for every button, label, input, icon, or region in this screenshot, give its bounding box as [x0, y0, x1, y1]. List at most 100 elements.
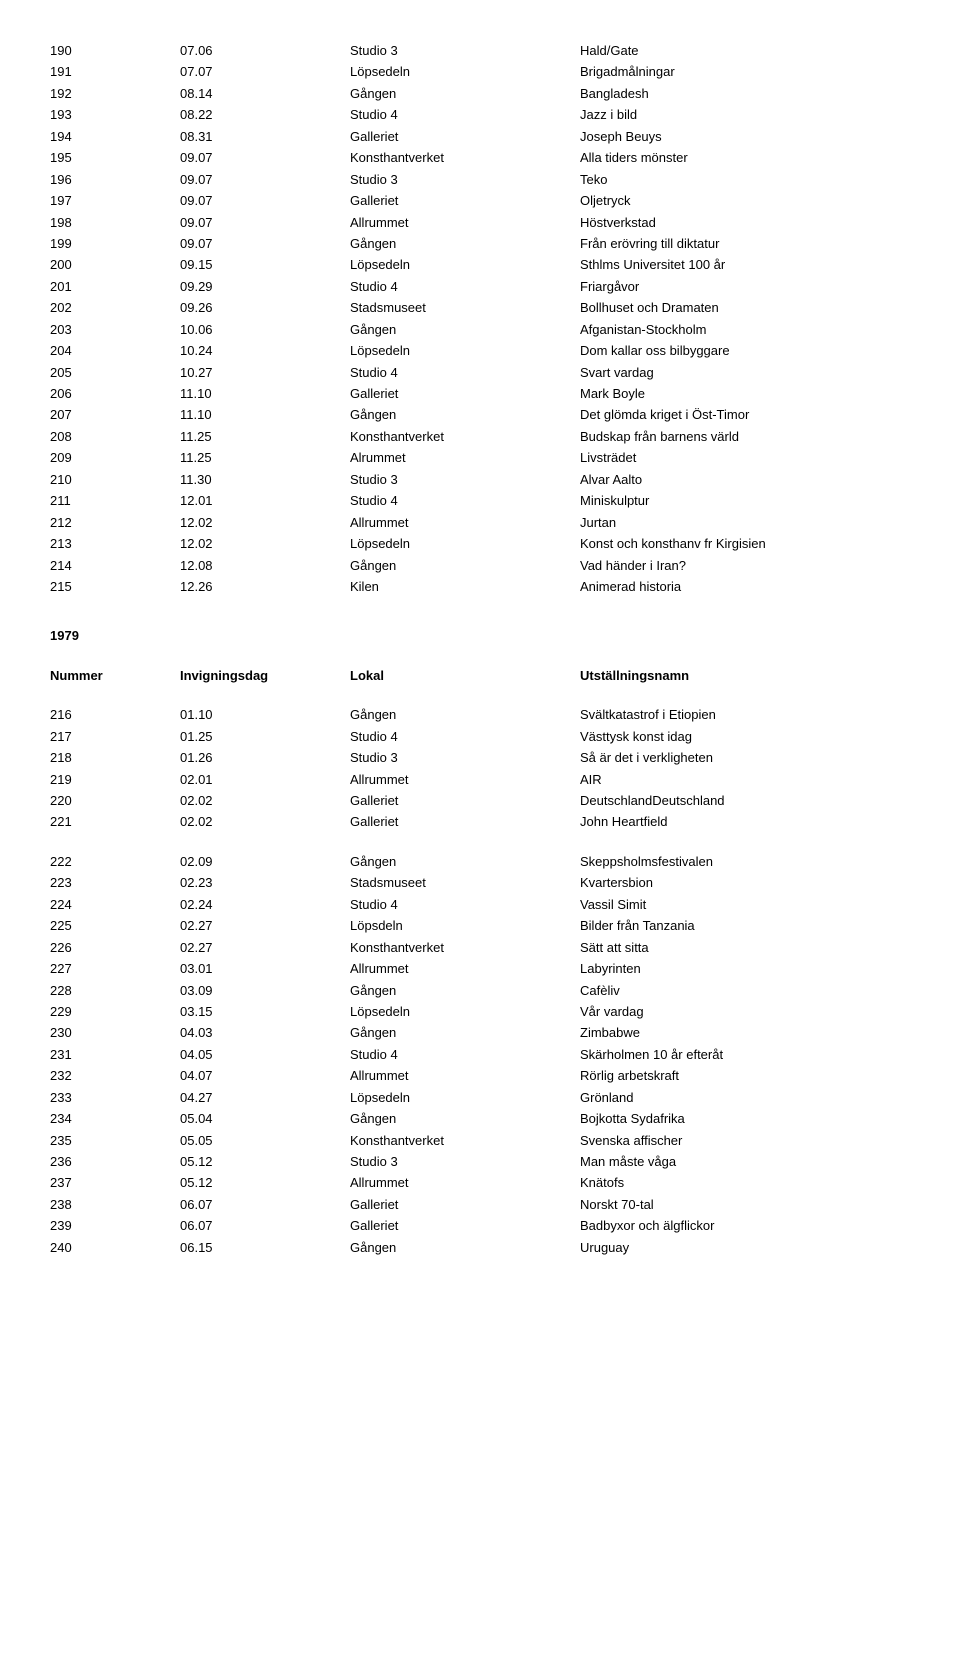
cell-name: Rörlig arbetskraft — [580, 1065, 910, 1086]
cell-nummer: 198 — [50, 212, 180, 233]
cell-lokal: Studio 3 — [350, 1151, 580, 1172]
cell-lokal: Löpsdeln — [350, 915, 580, 936]
cell-lokal: Galleriet — [350, 190, 580, 211]
table-row: 22402.24Studio 4Vassil Simit — [50, 894, 910, 915]
cell-nummer: 240 — [50, 1237, 180, 1258]
cell-name: Höstverkstad — [580, 212, 910, 233]
table-row: 20811.25KonsthantverketBudskap från barn… — [50, 426, 910, 447]
cell-name: Konst och konsthanv fr Kirgisien — [580, 533, 910, 554]
cell-name: DeutschlandDeutschland — [580, 790, 910, 811]
table-row: 21512.26KilenAnimerad historia — [50, 576, 910, 597]
cell-date: 08.31 — [180, 126, 350, 147]
cell-lokal: Löpsedeln — [350, 1087, 580, 1108]
cell-nummer: 226 — [50, 937, 180, 958]
cell-date: 06.07 — [180, 1194, 350, 1215]
cell-nummer: 219 — [50, 769, 180, 790]
table-row: 19909.07GångenFrån erövring till diktatu… — [50, 233, 910, 254]
cell-nummer: 238 — [50, 1194, 180, 1215]
table-row: 21601.10GångenSvältkatastrof i Etiopien — [50, 704, 910, 725]
cell-lokal: Gången — [350, 83, 580, 104]
cell-name: Badbyxor och älgflickor — [580, 1215, 910, 1236]
cell-nummer: 196 — [50, 169, 180, 190]
table-row: 20911.25AlrummetLivsträdet — [50, 447, 910, 468]
cell-nummer: 214 — [50, 555, 180, 576]
cell-nummer: 193 — [50, 104, 180, 125]
cell-date: 03.09 — [180, 980, 350, 1001]
cell-date: 06.07 — [180, 1215, 350, 1236]
table-row: 19509.07KonsthantverketAlla tiders mönst… — [50, 147, 910, 168]
cell-name: Miniskulptur — [580, 490, 910, 511]
cell-nummer: 236 — [50, 1151, 180, 1172]
cell-nummer: 192 — [50, 83, 180, 104]
cell-lokal: Löpsedeln — [350, 533, 580, 554]
cell-name: AIR — [580, 769, 910, 790]
cell-date: 05.12 — [180, 1172, 350, 1193]
cell-date: 10.06 — [180, 319, 350, 340]
cell-date: 07.06 — [180, 40, 350, 61]
table-row: 20109.29Studio 4Friargåvor — [50, 276, 910, 297]
cell-date: 11.25 — [180, 447, 350, 468]
cell-nummer: 217 — [50, 726, 180, 747]
cell-date: 04.05 — [180, 1044, 350, 1065]
cell-date: 02.27 — [180, 937, 350, 958]
section-gap — [50, 833, 910, 851]
cell-nummer: 224 — [50, 894, 180, 915]
cell-nummer: 195 — [50, 147, 180, 168]
table-row: 19609.07Studio 3Teko — [50, 169, 910, 190]
table-row: 22803.09GångenCafèliv — [50, 980, 910, 1001]
cell-name: Bilder från Tanzania — [580, 915, 910, 936]
cell-lokal: Allrummet — [350, 512, 580, 533]
cell-nummer: 202 — [50, 297, 180, 318]
cell-nummer: 204 — [50, 340, 180, 361]
cell-lokal: Allrummet — [350, 958, 580, 979]
table-section-3: 22202.09GångenSkeppsholmsfestivalen22302… — [50, 851, 910, 1258]
cell-name: Svenska affischer — [580, 1130, 910, 1151]
cell-nummer: 228 — [50, 980, 180, 1001]
cell-date: 08.22 — [180, 104, 350, 125]
cell-nummer: 208 — [50, 426, 180, 447]
cell-date: 12.01 — [180, 490, 350, 511]
cell-name: Alla tiders mönster — [580, 147, 910, 168]
cell-name: Mark Boyle — [580, 383, 910, 404]
cell-name: Svältkatastrof i Etiopien — [580, 704, 910, 725]
cell-date: 11.10 — [180, 404, 350, 425]
table-row: 22302.23StadsmuseetKvartersbion — [50, 872, 910, 893]
cell-date: 11.25 — [180, 426, 350, 447]
cell-lokal: Gången — [350, 233, 580, 254]
cell-nummer: 220 — [50, 790, 180, 811]
cell-lokal: Studio 3 — [350, 469, 580, 490]
table-row: 20410.24LöpsedelnDom kallar oss bilbygga… — [50, 340, 910, 361]
cell-lokal: Studio 3 — [350, 169, 580, 190]
cell-nummer: 218 — [50, 747, 180, 768]
cell-nummer: 216 — [50, 704, 180, 725]
table-row: 20510.27Studio 4Svart vardag — [50, 362, 910, 383]
cell-date: 09.07 — [180, 169, 350, 190]
cell-name: Det glömda kriget i Öst-Timor — [580, 404, 910, 425]
cell-date: 03.01 — [180, 958, 350, 979]
cell-nummer: 229 — [50, 1001, 180, 1022]
cell-date: 12.02 — [180, 512, 350, 533]
cell-lokal: Galleriet — [350, 1215, 580, 1236]
cell-name: Svart vardag — [580, 362, 910, 383]
cell-date: 05.05 — [180, 1130, 350, 1151]
cell-lokal: Galleriet — [350, 383, 580, 404]
cell-name: Livsträdet — [580, 447, 910, 468]
cell-lokal: Studio 4 — [350, 490, 580, 511]
cell-date: 11.10 — [180, 383, 350, 404]
cell-lokal: Studio 4 — [350, 726, 580, 747]
cell-nummer: 205 — [50, 362, 180, 383]
cell-lokal: Galleriet — [350, 126, 580, 147]
table-row: 23204.07AllrummetRörlig arbetskraft — [50, 1065, 910, 1086]
cell-name: Hald/Gate — [580, 40, 910, 61]
table-row: 19007.06Studio 3Hald/Gate — [50, 40, 910, 61]
cell-lokal: Studio 4 — [350, 894, 580, 915]
cell-lokal: Stadsmuseet — [350, 872, 580, 893]
cell-nummer: 239 — [50, 1215, 180, 1236]
cell-date: 05.12 — [180, 1151, 350, 1172]
cell-nummer: 207 — [50, 404, 180, 425]
table-row: 20009.15LöpsedelnSthlms Universitet 100 … — [50, 254, 910, 275]
cell-date: 02.27 — [180, 915, 350, 936]
cell-name: Joseph Beuys — [580, 126, 910, 147]
table-section-2: 21601.10GångenSvältkatastrof i Etiopien2… — [50, 704, 910, 833]
cell-date: 02.09 — [180, 851, 350, 872]
